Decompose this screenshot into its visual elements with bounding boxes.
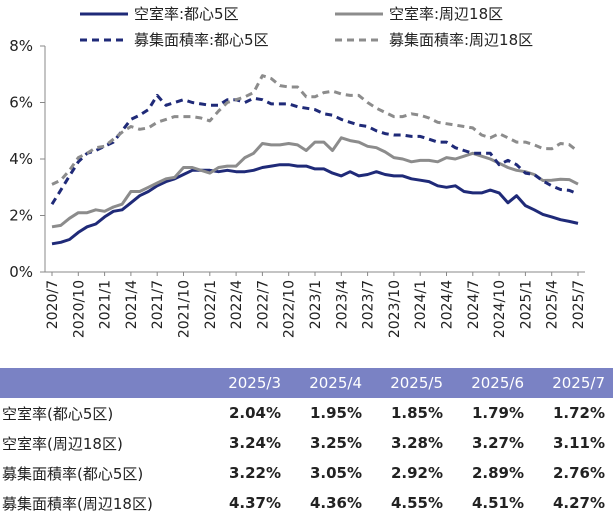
table-row: 募集面積率(周辺18区) 4.37% 4.36% 4.55% 4.51% 4.27% xyxy=(0,488,613,518)
x-tick-label: 2021/10 xyxy=(177,280,193,338)
cell-value: 3.05% xyxy=(309,464,362,482)
x-tick-label: 2020/10 xyxy=(71,280,87,338)
x-tick-label: 2023/7 xyxy=(361,280,377,329)
legend-label: 募集面積率:都心5区 xyxy=(134,31,269,49)
table-header: 2025/3 2025/4 2025/5 2025/6 2025/7 xyxy=(0,368,613,398)
x-tick-label: 2022/1 xyxy=(203,280,219,329)
cell-value: 4.55% xyxy=(390,494,443,512)
chart: 0% 2% 4% 6% 8% 2020/7 2020/10 2021/1 2021/4 2021/… xyxy=(9,5,587,338)
cell-value: 3.22% xyxy=(228,464,281,482)
x-tick-label: 2025/1 xyxy=(518,280,534,329)
row-label: 募集面積率(周辺18区) xyxy=(2,494,153,513)
cell-value: 4.37% xyxy=(228,494,281,512)
x-tick-label: 2023/10 xyxy=(387,280,403,338)
table-row: 空室率(都心5区) 2.04% 1.95% 1.85% 1.79% 1.72% xyxy=(0,398,613,428)
x-tick-label: 2024/10 xyxy=(492,280,508,338)
column-header: 2025/5 xyxy=(370,368,451,398)
x-tick-label: 2023/4 xyxy=(334,280,350,329)
x-tick-label: 2025/7 xyxy=(571,280,587,329)
cell-value: 2.04% xyxy=(228,404,281,422)
x-tick-label: 2022/10 xyxy=(282,280,298,338)
cell-value: 4.51% xyxy=(471,494,524,512)
x-tick-label: 2024/4 xyxy=(440,280,456,329)
series-line xyxy=(51,163,579,246)
y-tick-label: 8% xyxy=(9,37,33,55)
row-label: 空室率(周辺18区) xyxy=(2,434,123,453)
cell-value: 3.24% xyxy=(228,434,281,452)
cell-value: 3.28% xyxy=(390,434,443,452)
cell-value: 1.95% xyxy=(309,404,362,422)
x-tick-label: 2022/4 xyxy=(229,280,245,329)
x-tick-label: 2021/1 xyxy=(98,280,114,329)
cell-value: 1.85% xyxy=(390,404,443,422)
series-line xyxy=(51,74,579,186)
column-header: 2025/4 xyxy=(289,368,370,398)
x-tick-label: 2023/1 xyxy=(308,280,324,329)
series-line xyxy=(51,136,579,229)
x-tick-label: 2021/4 xyxy=(124,280,140,329)
cell-value: 1.72% xyxy=(552,404,605,422)
column-header: 2025/3 xyxy=(208,368,289,398)
cell-value: 4.36% xyxy=(309,494,362,512)
cell-value: 4.27% xyxy=(552,494,605,512)
header-blank xyxy=(0,368,208,398)
x-tick-label: 2022/7 xyxy=(255,280,271,329)
legend-label: 空室率:周辺18区 xyxy=(389,5,503,23)
table-row: 空室率(周辺18区) 3.24% 3.25% 3.28% 3.27% 3.11% xyxy=(0,428,613,458)
y-tick-label: 2% xyxy=(9,207,33,225)
x-tick-label: 2024/1 xyxy=(413,280,429,329)
column-header: 2025/7 xyxy=(532,368,613,398)
x-tick-label: 2021/7 xyxy=(150,280,166,329)
x-tick-label: 2020/7 xyxy=(45,280,61,329)
cell-value: 3.27% xyxy=(471,434,524,452)
data-table: 2025/3 2025/4 2025/5 2025/6 2025/7 空室率(都心5区)… xyxy=(0,368,613,518)
y-tick-label: 0% xyxy=(9,263,33,281)
cell-value: 2.76% xyxy=(552,464,605,482)
cell-value: 1.79% xyxy=(471,404,524,422)
legend-label: 空室率:都心5区 xyxy=(134,5,239,23)
cell-value: 2.89% xyxy=(471,464,524,482)
cell-value: 3.11% xyxy=(552,434,605,452)
x-tick-label: 2025/4 xyxy=(545,280,561,329)
cell-value: 2.92% xyxy=(390,464,443,482)
table-row: 募集面積率(都心5区) 3.22% 3.05% 2.92% 2.89% 2.76% xyxy=(0,458,613,488)
legend-label: 募集面積率:周辺18区 xyxy=(389,31,533,49)
row-label: 募集面積率(都心5区) xyxy=(2,464,144,483)
series-line xyxy=(50,93,579,205)
x-tick-label: 2024/7 xyxy=(466,280,482,329)
cell-value: 3.25% xyxy=(309,434,362,452)
y-tick-label: 6% xyxy=(9,94,33,112)
y-tick-label: 4% xyxy=(9,150,33,168)
column-header: 2025/6 xyxy=(451,368,532,398)
row-label: 空室率(都心5区) xyxy=(2,404,114,423)
